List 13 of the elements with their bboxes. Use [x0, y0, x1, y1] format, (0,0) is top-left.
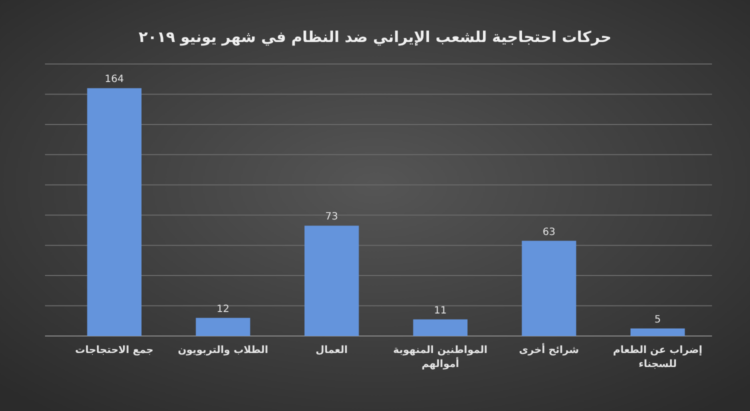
x-tick-label: الطلاب والتربويون	[178, 345, 268, 356]
x-tick-label: العمال	[316, 345, 348, 356]
data-label: 12	[216, 304, 230, 315]
data-label: 11	[434, 305, 447, 316]
x-tick-label: إضراب عن الطعام للسجناء	[613, 345, 702, 370]
x-tick-label: جمع الاحتجاجات	[75, 345, 154, 356]
data-label: 73	[325, 212, 338, 223]
data-label: 5	[654, 314, 661, 326]
x-tick-label: المواطنين المنهوبة أموالهم	[393, 345, 488, 370]
chart-title: حركات احتجاجية للشعب الإيراني ضد النظام في شهر يونيو ٢٠١٩	[138, 28, 612, 46]
data-label: 164	[104, 74, 124, 86]
data-label: 63	[542, 226, 556, 238]
x-tick-label: شرائح أخرى	[519, 343, 580, 356]
